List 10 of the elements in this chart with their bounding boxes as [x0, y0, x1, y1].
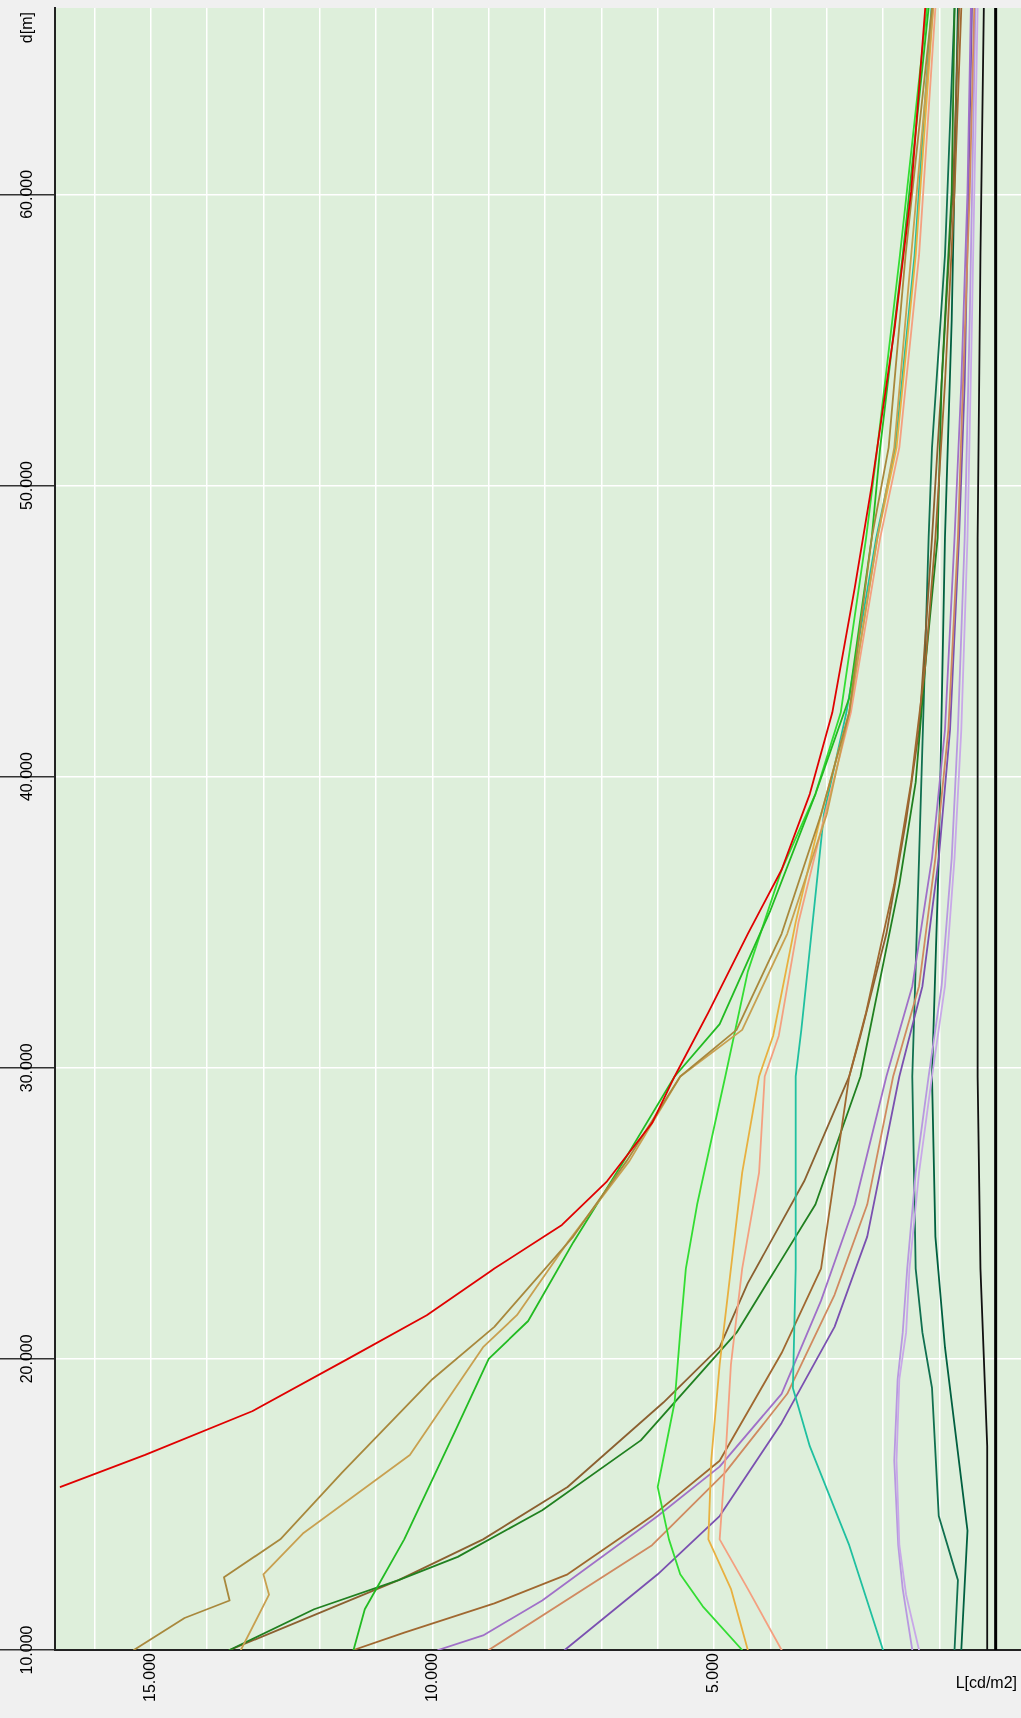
y-tick-label: 60.000 [17, 169, 35, 219]
y-tick-label: 40.000 [17, 752, 35, 802]
y-tick-label: 30.000 [17, 1043, 35, 1093]
x-axis-title: L[cd/m2] [955, 1674, 1017, 1692]
x-tick-label: 5.000 [704, 1652, 722, 1694]
x-tick-label: 10.000 [422, 1652, 440, 1702]
y-tick-label: 20.000 [17, 1334, 35, 1384]
y-tick-label: 50.000 [17, 460, 35, 510]
x-tick-label: 15.000 [141, 1652, 159, 1702]
y-axis-title: d[m] [17, 12, 35, 44]
